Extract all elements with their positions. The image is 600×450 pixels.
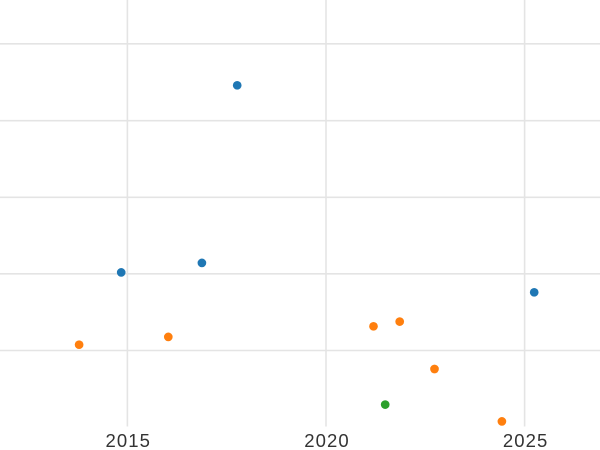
svg-text:2025: 2025 xyxy=(503,430,549,450)
svg-text:2015: 2015 xyxy=(106,430,152,450)
svg-text:2020: 2020 xyxy=(304,430,350,450)
